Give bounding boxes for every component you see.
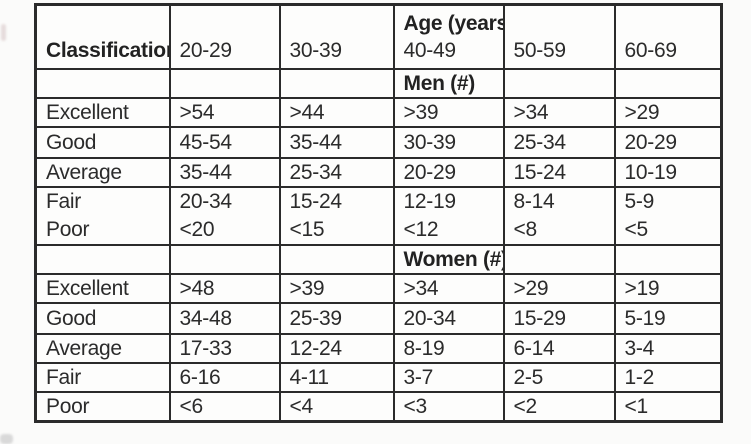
table-cell: 12-24 [278, 333, 395, 364]
table-cell: 35-44 [278, 126, 395, 159]
age-column-header: Age (years) 40-49 [392, 3, 505, 70]
table-cell: 10-19 [613, 157, 723, 188]
table-cell: 15-29 [502, 302, 616, 335]
table-row: Excellent >54 >44 >39 >34 >29 [34, 97, 723, 128]
row-label-cell: Fair [34, 186, 171, 215]
men-section-row: Men (#) [34, 68, 723, 99]
table-cell: <12 [392, 215, 505, 246]
women-section-label: Women (#) [392, 244, 505, 275]
table-row: Average 35-44 25-34 20-29 15-24 10-19 [34, 157, 723, 188]
table-cell: >19 [613, 273, 723, 304]
table-row: Fair 6-16 4-11 3-7 2-5 1-2 [34, 362, 723, 393]
table-cell [168, 68, 281, 99]
table-row: Poor <20 <15 <12 <8 <5 [34, 215, 723, 246]
table-cell: >29 [613, 97, 723, 128]
table-cell: >48 [168, 273, 281, 304]
age-column-header: 20-29 [168, 3, 281, 70]
table-cell: 34-48 [168, 302, 281, 335]
row-label-cell: Excellent [34, 97, 171, 128]
table-cell: 20-34 [392, 302, 505, 335]
table-cell: <3 [392, 391, 505, 423]
table-cell: <5 [613, 215, 723, 246]
men-section-label: Men (#) [392, 68, 505, 99]
table-cell: >54 [168, 97, 281, 128]
table-cell [613, 244, 723, 275]
table-cell: <2 [502, 391, 616, 423]
table-row: Fair 20-34 15-24 12-19 8-14 5-9 [34, 186, 723, 215]
table-cell [34, 244, 171, 275]
table-cell: 3-7 [392, 362, 505, 393]
table-cell: 35-44 [168, 157, 281, 188]
pushup-norms-table: Classification 20-29 30-39 Age (years) 4… [34, 3, 723, 423]
table-cell: <8 [502, 215, 616, 246]
row-label-cell: Average [34, 333, 171, 364]
table-cell [34, 68, 171, 99]
scan-artifact [1, 24, 6, 41]
table-cell [278, 68, 395, 99]
table-cell: 5-19 [613, 302, 723, 335]
table-cell: >44 [278, 97, 395, 128]
table-cell: <4 [278, 391, 395, 423]
table-cell: 20-29 [613, 126, 723, 159]
row-label-cell: Average [34, 157, 171, 188]
table-row: Poor <6 <4 <3 <2 <1 [34, 391, 723, 423]
table-cell: <15 [278, 215, 395, 246]
row-label-cell: Excellent [34, 273, 171, 304]
table-cell: 1-2 [613, 362, 723, 393]
table-cell: >34 [392, 273, 505, 304]
table-cell [502, 244, 616, 275]
table-cell: 8-14 [502, 186, 616, 215]
table-cell: 6-14 [502, 333, 616, 364]
table-cell: 4-11 [278, 362, 395, 393]
table-cell: <6 [168, 391, 281, 423]
table-row: Average 17-33 12-24 8-19 6-14 3-4 [34, 333, 723, 364]
table-cell [168, 244, 281, 275]
table-cell: >39 [392, 97, 505, 128]
table-cell: <1 [613, 391, 723, 423]
scan-artifact [0, 434, 13, 444]
table-cell: >34 [502, 97, 616, 128]
table-cell [278, 244, 395, 275]
table-cell: 25-34 [278, 157, 395, 188]
row-label-cell: Fair [34, 362, 171, 393]
table-cell: 6-16 [168, 362, 281, 393]
table-cell: 8-19 [392, 333, 505, 364]
women-section-row: Women (#) [34, 244, 723, 275]
table-cell: 12-19 [392, 186, 505, 215]
header-row: Classification 20-29 30-39 Age (years) 4… [34, 3, 723, 70]
table-cell: 2-5 [502, 362, 616, 393]
table-cell: 20-34 [168, 186, 281, 215]
table-cell: 30-39 [392, 126, 505, 159]
table-cell: <20 [168, 215, 281, 246]
age-column-header: 30-39 [278, 3, 395, 70]
table-cell: 25-39 [278, 302, 395, 335]
table-cell: 15-24 [278, 186, 395, 215]
age-range-label: 40-49 [403, 39, 457, 62]
table-cell: 45-54 [168, 126, 281, 159]
row-label-cell: Good [34, 302, 171, 335]
table-cell: >39 [278, 273, 395, 304]
row-label-cell: Poor [34, 215, 171, 246]
row-label-cell: Poor [34, 391, 171, 423]
table-row: Excellent >48 >39 >34 >29 >19 [34, 273, 723, 304]
table-cell [502, 68, 616, 99]
classification-header-cell: Classification [34, 3, 171, 70]
table-cell: 15-24 [502, 157, 616, 188]
table-cell: 3-4 [613, 333, 723, 364]
row-label-cell: Good [34, 126, 171, 159]
age-years-label: Age (years) [403, 12, 504, 35]
table-cell: 25-34 [502, 126, 616, 159]
table-cell: 5-9 [613, 186, 723, 215]
table-cell [613, 68, 723, 99]
table-cell: >29 [502, 273, 616, 304]
age-column-header: 50-59 [502, 3, 616, 70]
table-row: Good 34-48 25-39 20-34 15-29 5-19 [34, 302, 723, 335]
table-row: Good 45-54 35-44 30-39 25-34 20-29 [34, 126, 723, 159]
age-column-header: 60-69 [613, 3, 723, 70]
table-cell: 17-33 [168, 333, 281, 364]
table-cell: 20-29 [392, 157, 505, 188]
